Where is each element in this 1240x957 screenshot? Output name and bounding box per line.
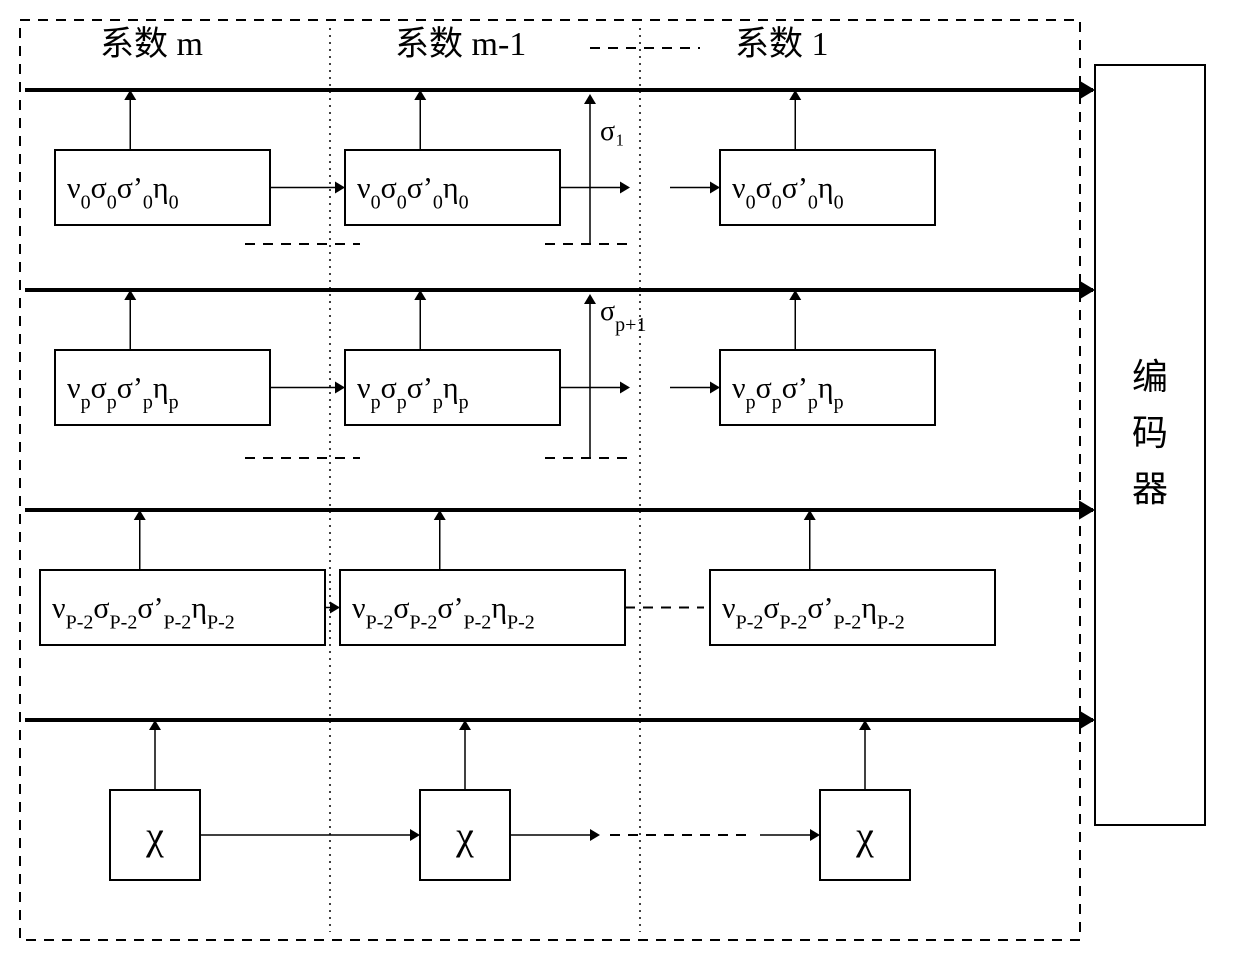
svg-text:系数 1: 系数 1 <box>735 25 829 63</box>
svg-text:χ: χ <box>855 813 874 858</box>
svg-text:码: 码 <box>1132 413 1168 453</box>
svg-text:χ: χ <box>455 813 474 858</box>
svg-text:σ₁: σ₁ <box>600 116 625 147</box>
svg-text:系数 m-1: 系数 m-1 <box>395 25 526 63</box>
svg-text:系数 m: 系数 m <box>100 25 203 63</box>
svg-text:χ: χ <box>145 813 164 858</box>
svg-text:器: 器 <box>1132 469 1168 509</box>
svg-text:编: 编 <box>1132 357 1168 397</box>
